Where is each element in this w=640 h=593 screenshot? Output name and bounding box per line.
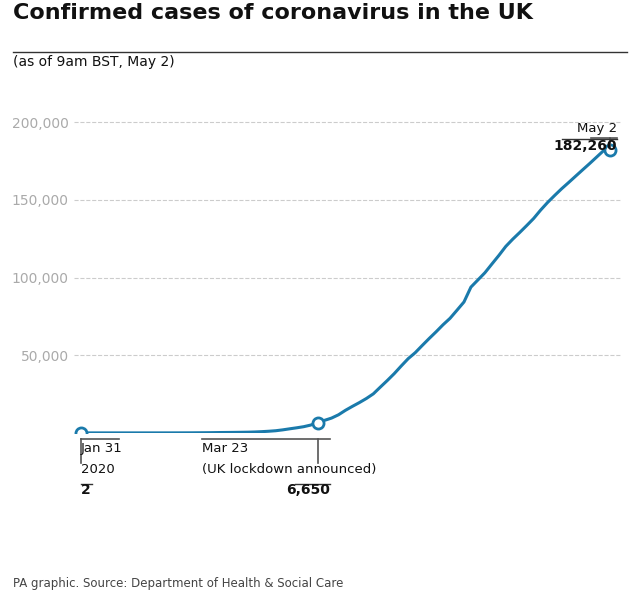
Text: PA graphic. Source: Department of Health & Social Care: PA graphic. Source: Department of Health…	[13, 577, 343, 590]
Text: 182,260: 182,260	[553, 139, 617, 152]
Text: 6,650: 6,650	[287, 483, 330, 498]
Text: (UK lockdown announced): (UK lockdown announced)	[202, 463, 377, 476]
Text: 2: 2	[81, 483, 90, 498]
Text: Jan 31: Jan 31	[81, 442, 122, 455]
Text: May 2: May 2	[577, 122, 617, 135]
Text: (as of 9am BST, May 2): (as of 9am BST, May 2)	[13, 55, 175, 69]
Text: Confirmed cases of coronavirus in the UK: Confirmed cases of coronavirus in the UK	[13, 3, 532, 23]
Text: Mar 23: Mar 23	[202, 442, 248, 455]
Text: 2020: 2020	[81, 463, 115, 476]
